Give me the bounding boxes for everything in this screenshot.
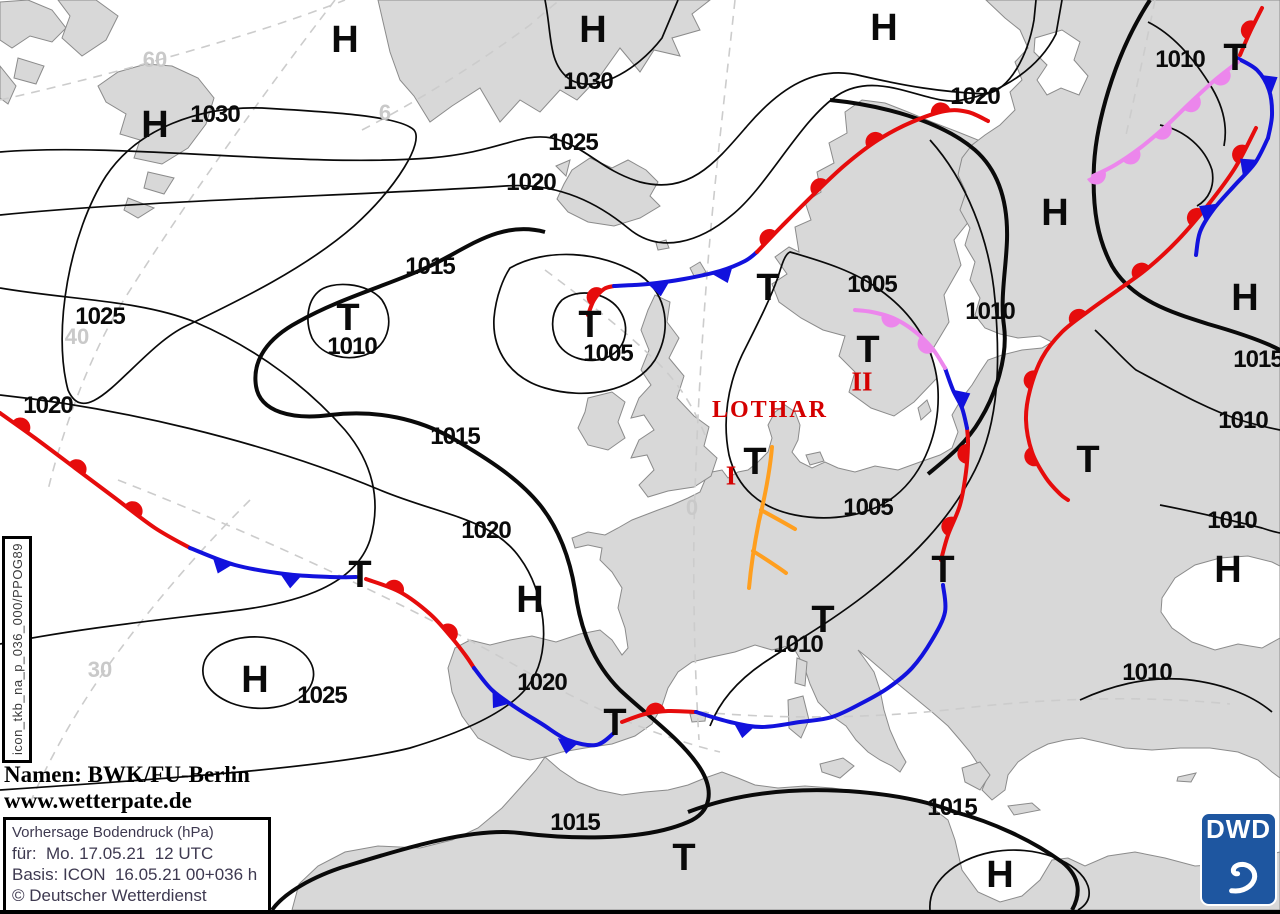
storm-name-label: I <box>725 460 737 491</box>
low-pressure-symbol: T <box>743 441 767 483</box>
credits-block: Namen: BWK/FU-Berlin www.wetterpate.de <box>4 762 250 814</box>
info-copyright: © Deutscher Wetterdienst <box>12 886 207 905</box>
isobar-value-label: 1015 <box>1233 346 1280 373</box>
isobar-value-label: 1020 <box>461 517 511 544</box>
graticule-label: 30 <box>87 657 113 682</box>
high-pressure-symbol: H <box>241 659 269 701</box>
isobar-value-label: 1010 <box>1218 407 1268 434</box>
dwd-logo: DWD <box>1200 812 1277 906</box>
isobar-value-label: 1030 <box>563 68 613 95</box>
high-pressure-symbol: H <box>141 104 169 146</box>
isobar-value-label: 1010 <box>327 333 377 360</box>
high-pressure-symbol: H <box>516 579 544 621</box>
isobar-value-label: 1015 <box>927 794 977 821</box>
credits-names: Namen: BWK/FU-Berlin <box>4 762 250 787</box>
product-code-box: icon_tkb_na_p_036_000/PPOG89 <box>2 536 32 763</box>
graticule-label: 60 <box>142 47 168 72</box>
storm-name-label: II <box>851 366 873 397</box>
high-pressure-symbol: H <box>1041 192 1069 234</box>
isobar-value-label: 1015 <box>550 809 600 836</box>
isobar-value-label: 1015 <box>405 253 455 280</box>
low-pressure-symbol: T <box>811 599 835 641</box>
high-pressure-symbol: H <box>331 19 359 61</box>
low-pressure-symbol: T <box>856 329 880 371</box>
high-pressure-symbol: H <box>986 854 1014 896</box>
low-pressure-symbol: T <box>931 549 955 591</box>
credits-website: www.wetterpate.de <box>4 788 192 813</box>
isobar-value-label: 1020 <box>506 169 556 196</box>
high-pressure-symbol: H <box>579 9 607 51</box>
low-pressure-symbol: T <box>578 304 602 346</box>
isobar-value-label: 1005 <box>583 340 633 367</box>
dwd-spiral-icon <box>1229 861 1258 894</box>
storm-name-label: LOTHAR <box>711 397 829 423</box>
dwd-logo-text: DWD <box>1205 814 1272 844</box>
graticule-label: 6 <box>378 100 392 125</box>
isobar-value-label: 1025 <box>548 129 598 156</box>
low-pressure-symbol: T <box>1076 439 1100 481</box>
info-product: Vorhersage Bodendruck (hPa) <box>12 824 214 841</box>
graticule-label: 0 <box>685 495 699 520</box>
isobar-value-label: 1015 <box>430 423 480 450</box>
isobar-value-label: 1030 <box>190 101 240 128</box>
forecast-info-box: Vorhersage Bodendruck (hPa) für: Mo. 17.… <box>3 817 271 910</box>
isobar-value-label: 1010 <box>773 631 823 658</box>
isobar-value-label: 1010 <box>1207 507 1257 534</box>
graticule-label: 40 <box>64 324 90 349</box>
info-model-basis: Basis: ICON 16.05.21 00+036 h <box>12 865 258 884</box>
isobar-value-label: 1010 <box>1155 46 1205 73</box>
isobar-value-label: 1005 <box>843 494 893 521</box>
low-pressure-symbol: T <box>348 554 372 596</box>
isobar-value-label: 1005 <box>847 271 897 298</box>
high-pressure-symbol: H <box>870 7 898 49</box>
low-pressure-symbol: T <box>603 702 627 744</box>
info-valid-time: für: Mo. 17.05.21 12 UTC <box>12 844 214 863</box>
low-pressure-symbol: T <box>672 837 696 879</box>
product-code-text: icon_tkb_na_p_036_000/PPOG89 <box>9 543 25 756</box>
low-pressure-symbol: T <box>1223 37 1247 79</box>
isobar-value-label: 1010 <box>965 298 1015 325</box>
low-pressure-symbol: T <box>756 267 780 309</box>
isobar-value-label: 1025 <box>297 682 347 709</box>
isobar-value-label: 1025 <box>75 303 125 330</box>
high-pressure-symbol: H <box>1231 277 1259 319</box>
isobar-value-label: 1010 <box>1122 659 1172 686</box>
isobar-value-label: 1020 <box>517 669 567 696</box>
isobar-value-label: 1020 <box>23 392 73 419</box>
isobar-value-label: 1020 <box>950 83 1000 110</box>
low-pressure-symbol: T <box>336 297 360 339</box>
high-pressure-symbol: H <box>1214 549 1242 591</box>
